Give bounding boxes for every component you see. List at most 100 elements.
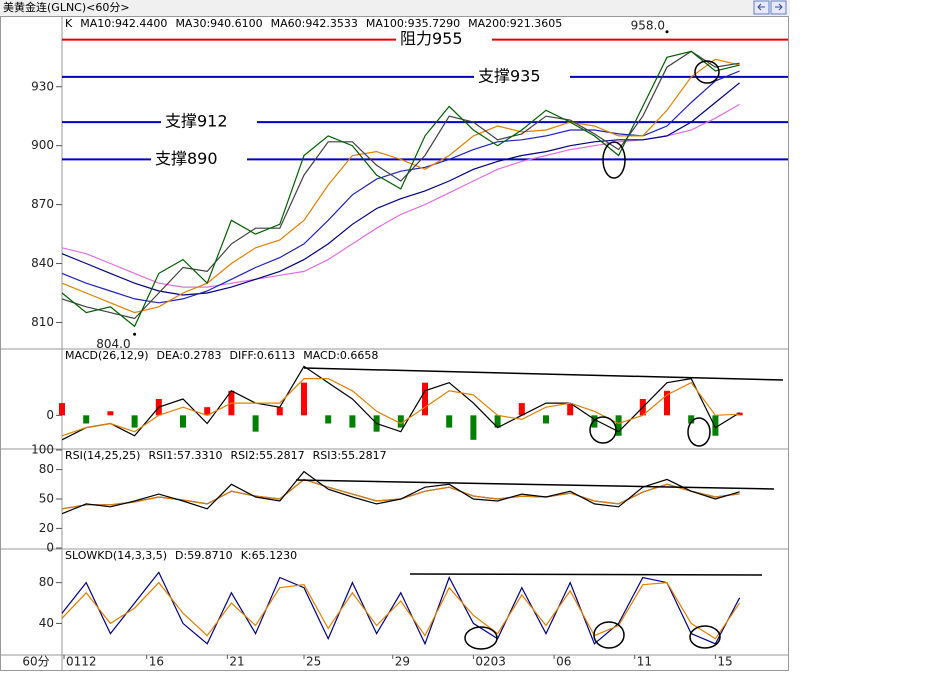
series-line <box>61 470 740 515</box>
overlays <box>295 60 784 650</box>
x-tick-label: 29 <box>395 655 410 669</box>
frame <box>0 16 789 671</box>
macd-bar <box>494 415 501 428</box>
series-line <box>61 50 740 328</box>
legend-entry: RSI3:55.2817 <box>313 449 387 462</box>
legend-entry: K:65.1230 <box>241 549 297 562</box>
title-bar <box>0 0 790 16</box>
legend-entry: DIFF:0.6113 <box>230 349 296 362</box>
macd-bar <box>252 415 259 432</box>
macd-bar <box>349 415 356 428</box>
legend-entry: D:59.8710 <box>175 549 233 562</box>
circle-mark <box>694 60 720 84</box>
prev-icon <box>757 3 765 11</box>
level-label-bg <box>474 66 570 87</box>
y-tick-label: 40 <box>39 616 54 630</box>
level-label: 阻力955 <box>400 29 463 48</box>
macd-bar <box>180 415 186 428</box>
y-tick-label: 20 <box>39 521 54 535</box>
extreme-label: 804.0 <box>96 337 130 351</box>
x-tick-label: 16 <box>149 655 164 669</box>
circle-mark <box>593 621 625 649</box>
macd-bar <box>615 415 622 436</box>
legend-entry: MA30:940.6100 <box>175 17 262 30</box>
x-tick-label: 25 <box>306 655 321 669</box>
macd-bar <box>446 415 453 428</box>
series-line <box>61 103 740 288</box>
macd-bar <box>83 415 90 424</box>
legend-entry: MACD:0.6658 <box>303 349 378 362</box>
macd-bar <box>422 382 428 416</box>
panel-label: MACD(26,12,9) <box>65 349 149 362</box>
circle-mark <box>689 625 721 649</box>
macd-bar <box>518 403 525 416</box>
circle-mark <box>687 417 711 447</box>
level-label: 支撑890 <box>155 149 218 168</box>
y-tick-label: 900 <box>31 138 54 152</box>
macd-bar <box>204 407 211 416</box>
y-tick-label: 840 <box>31 256 54 270</box>
macd-bar <box>664 390 670 416</box>
macd-bar <box>301 382 307 416</box>
panel-label: SLOWKD(14,3,3,5) <box>65 549 167 562</box>
window-title: 美黄金连(GLNC)<60分> <box>3 0 130 14</box>
circle-mark <box>602 141 626 179</box>
macd-bar <box>470 415 477 440</box>
level-label-bg <box>396 29 492 50</box>
extreme-point <box>133 332 137 336</box>
macd-bar <box>59 403 65 416</box>
x-tick-label: 21 <box>229 655 244 669</box>
x-tick-label: 06 <box>556 655 571 669</box>
series-line <box>61 581 741 640</box>
macd-bar <box>591 415 598 428</box>
series-line <box>61 378 740 437</box>
trend-line <box>409 573 763 576</box>
x-tick-label: 0203 <box>475 655 506 669</box>
macd-bar <box>688 415 695 424</box>
macd-bar <box>131 415 138 428</box>
y-tick-label: 50 <box>39 492 54 506</box>
legend-entry: MA10:942.4400 <box>80 17 167 30</box>
y-tick-label: 0 <box>46 541 54 555</box>
series-line <box>61 58 740 314</box>
period-label: 60分 <box>22 655 49 669</box>
level-label-bg <box>161 112 257 133</box>
series-line <box>61 571 741 646</box>
panel-label: K <box>65 17 73 30</box>
macd-bar <box>543 415 549 424</box>
circle-mark <box>464 626 498 650</box>
level-label: 支撑912 <box>165 112 228 131</box>
y-tick-label: 810 <box>31 315 54 329</box>
y-tick-label: 80 <box>39 575 54 589</box>
legend-entry: RSI2:55.2817 <box>231 449 305 462</box>
series-line <box>61 70 740 304</box>
legend-entry: DEA:0.2783 <box>157 349 222 362</box>
legend-entry: RSI1:57.3310 <box>148 449 222 462</box>
legend-entry: MA200:921.3605 <box>468 17 562 30</box>
y-tick-label: 870 <box>31 197 54 211</box>
x-tick-label: 15 <box>717 655 732 669</box>
trend-line <box>295 479 775 490</box>
series-line <box>61 365 740 441</box>
extreme-label: 958.0 <box>631 18 665 32</box>
y-tick-label: 0 <box>46 408 54 422</box>
panel-label: RSI(14,25,25) <box>65 449 140 462</box>
next-icon <box>775 3 783 11</box>
macd-bar <box>325 415 332 424</box>
x-tick-label: 0112 <box>66 655 97 669</box>
y-tick-label: 80 <box>39 462 54 476</box>
y-tick-label: 930 <box>31 79 54 93</box>
legend-entry: MA60:942.3533 <box>271 17 358 30</box>
extreme-point <box>665 30 669 34</box>
level-label: 支撑935 <box>478 66 541 85</box>
macd-bar <box>736 412 743 416</box>
macd-bar <box>712 415 719 436</box>
x-tick-label: 11 <box>637 655 652 669</box>
macd-bar <box>397 415 404 428</box>
trend-line <box>303 367 784 381</box>
macd-bar <box>567 403 574 416</box>
macd-bar <box>107 411 114 416</box>
circle-mark <box>589 416 617 444</box>
